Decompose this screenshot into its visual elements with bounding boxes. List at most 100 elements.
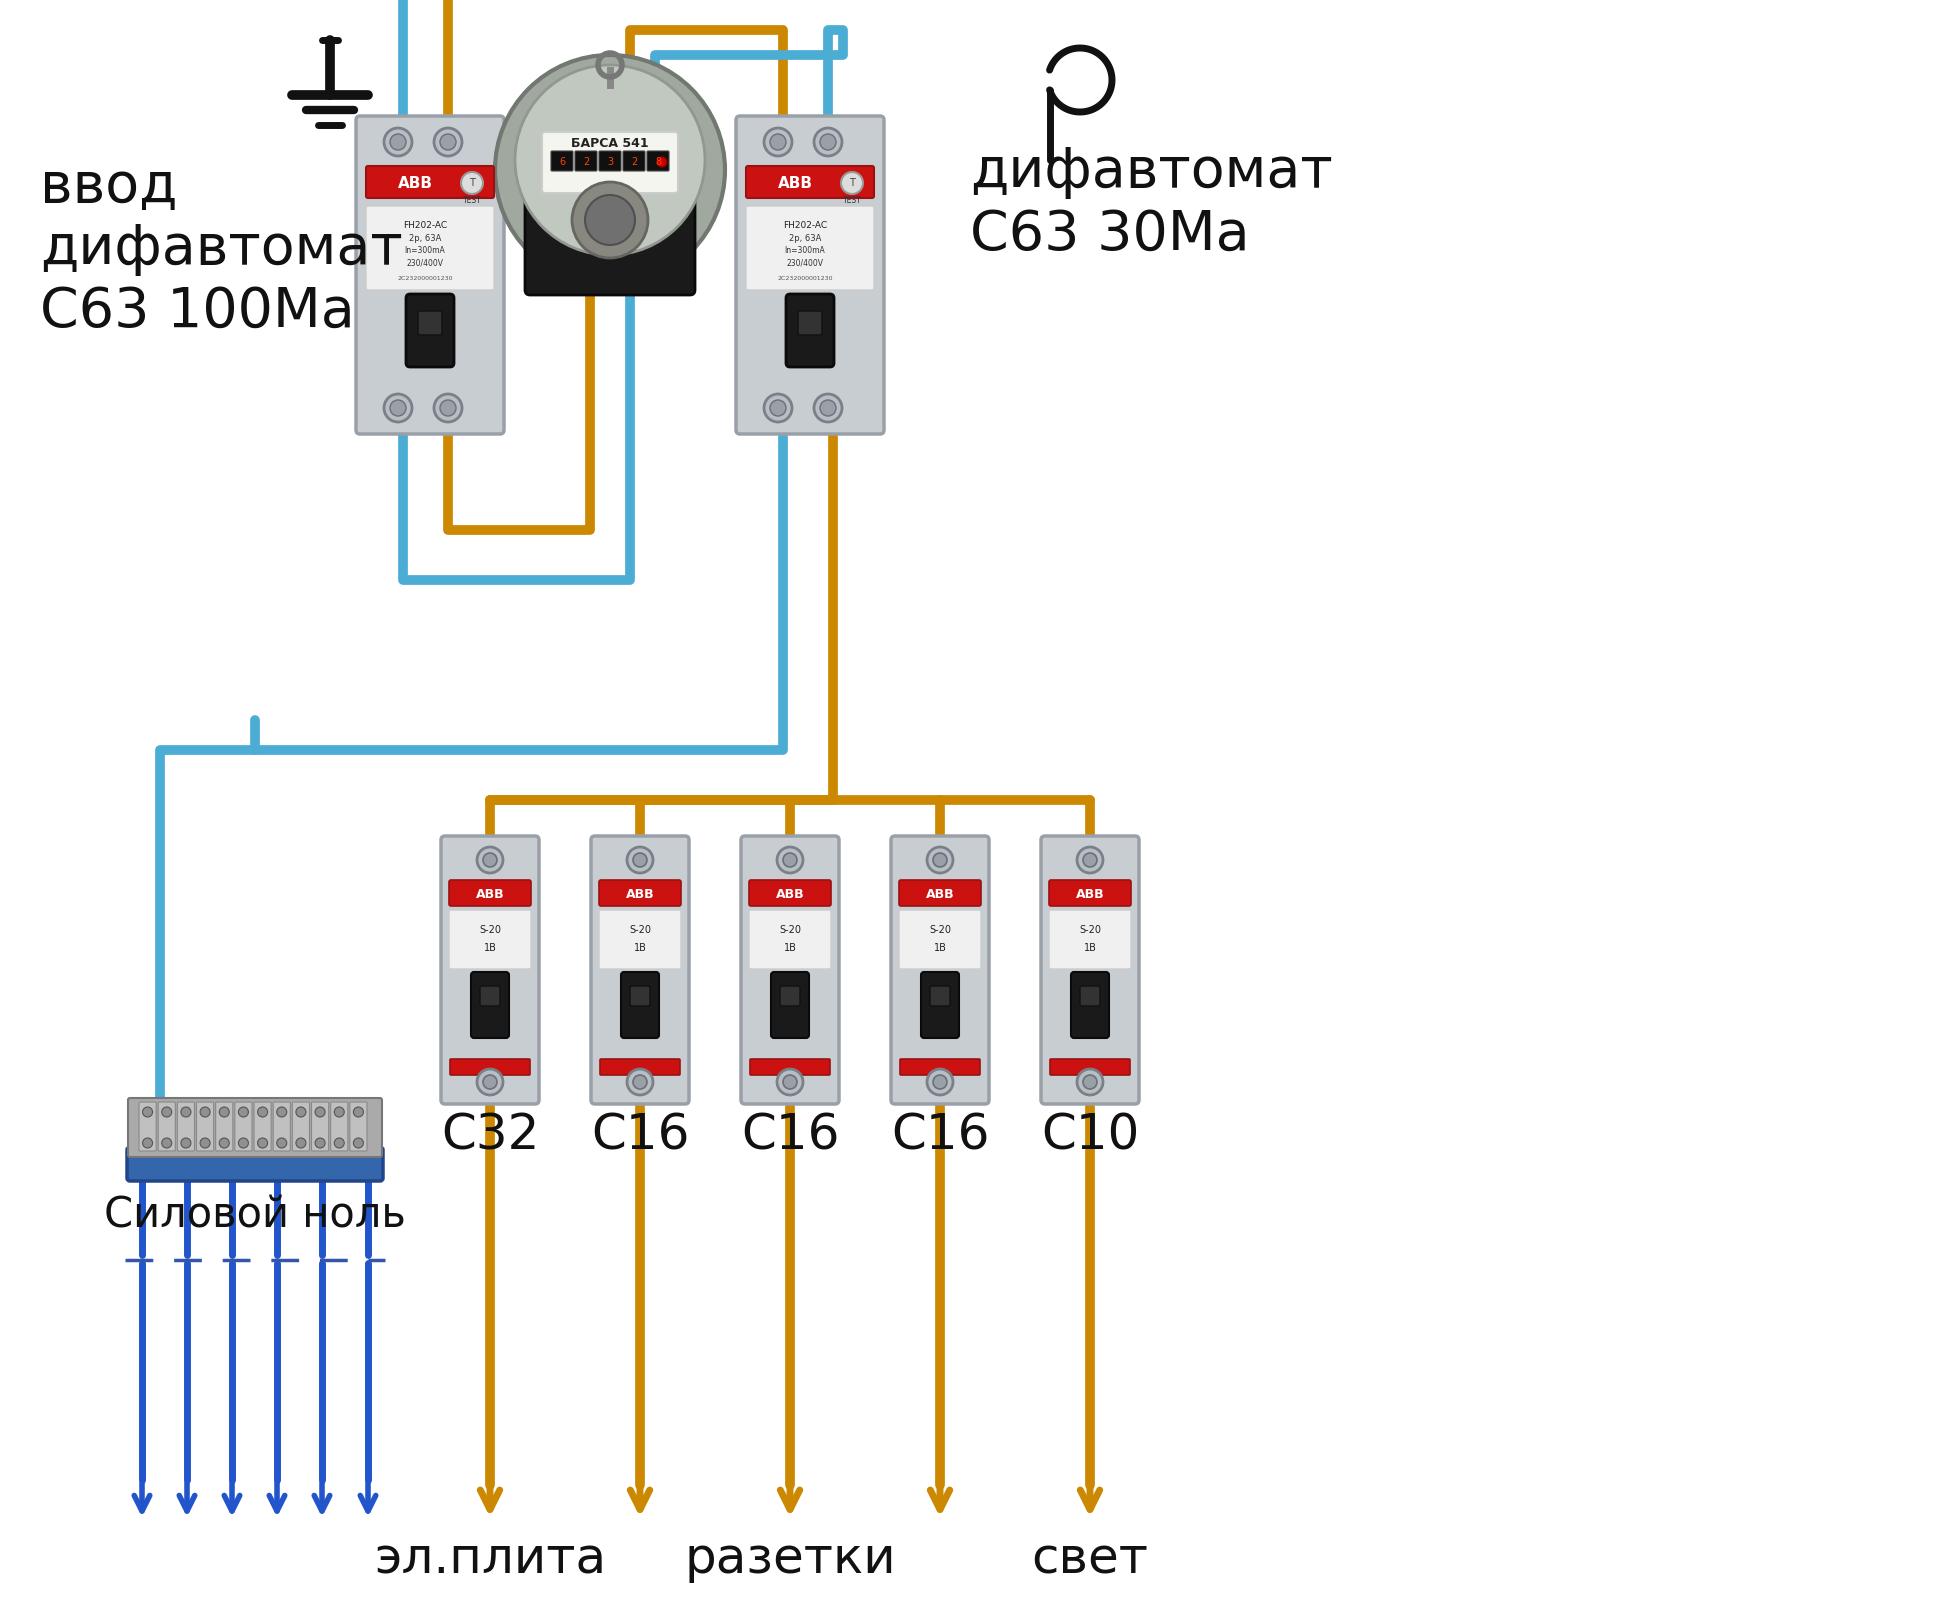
FancyBboxPatch shape bbox=[292, 1103, 310, 1151]
Circle shape bbox=[257, 1138, 268, 1148]
FancyBboxPatch shape bbox=[351, 1103, 366, 1151]
Circle shape bbox=[484, 1075, 498, 1090]
Circle shape bbox=[353, 1107, 364, 1117]
Text: TEST: TEST bbox=[462, 196, 482, 204]
Text: ABB: ABB bbox=[778, 175, 813, 191]
FancyBboxPatch shape bbox=[737, 116, 884, 433]
FancyBboxPatch shape bbox=[525, 125, 695, 295]
Text: 1B: 1B bbox=[484, 944, 496, 953]
Circle shape bbox=[163, 1138, 172, 1148]
Text: In=300mA: In=300mA bbox=[786, 246, 825, 255]
FancyBboxPatch shape bbox=[311, 1103, 329, 1151]
FancyBboxPatch shape bbox=[1050, 1059, 1130, 1075]
Circle shape bbox=[180, 1138, 190, 1148]
FancyBboxPatch shape bbox=[592, 836, 690, 1104]
Text: S-20: S-20 bbox=[480, 924, 502, 936]
Circle shape bbox=[296, 1107, 306, 1117]
Text: С16: С16 bbox=[891, 1112, 989, 1160]
FancyBboxPatch shape bbox=[449, 880, 531, 905]
Circle shape bbox=[656, 157, 666, 167]
Circle shape bbox=[163, 1107, 172, 1117]
FancyBboxPatch shape bbox=[750, 1059, 831, 1075]
Circle shape bbox=[1077, 847, 1103, 873]
FancyBboxPatch shape bbox=[550, 151, 572, 172]
FancyBboxPatch shape bbox=[441, 836, 539, 1104]
FancyBboxPatch shape bbox=[1048, 910, 1130, 969]
FancyBboxPatch shape bbox=[1040, 836, 1138, 1104]
Circle shape bbox=[180, 1107, 190, 1117]
FancyBboxPatch shape bbox=[646, 151, 670, 172]
FancyBboxPatch shape bbox=[366, 205, 494, 291]
Text: S-20: S-20 bbox=[780, 924, 801, 936]
FancyBboxPatch shape bbox=[366, 165, 494, 197]
FancyBboxPatch shape bbox=[417, 311, 443, 335]
Circle shape bbox=[586, 194, 635, 246]
Circle shape bbox=[770, 400, 786, 416]
Text: ABB: ABB bbox=[398, 175, 433, 191]
Text: T: T bbox=[848, 178, 854, 188]
Circle shape bbox=[315, 1107, 325, 1117]
Circle shape bbox=[515, 64, 705, 255]
Circle shape bbox=[384, 128, 411, 156]
Text: 1B: 1B bbox=[784, 944, 797, 953]
FancyBboxPatch shape bbox=[921, 973, 960, 1038]
FancyBboxPatch shape bbox=[780, 985, 799, 1006]
FancyBboxPatch shape bbox=[891, 836, 989, 1104]
Text: ввод
дифавтомат
С63 100Ма: ввод дифавтомат С63 100Ма bbox=[39, 160, 404, 339]
Circle shape bbox=[932, 1075, 946, 1090]
FancyBboxPatch shape bbox=[599, 1059, 680, 1075]
FancyBboxPatch shape bbox=[357, 116, 503, 433]
FancyBboxPatch shape bbox=[621, 973, 658, 1038]
Circle shape bbox=[276, 1138, 286, 1148]
Text: БАРСА 541: БАРСА 541 bbox=[572, 136, 648, 149]
Circle shape bbox=[633, 1075, 646, 1090]
Circle shape bbox=[435, 128, 462, 156]
FancyBboxPatch shape bbox=[599, 880, 682, 905]
FancyBboxPatch shape bbox=[235, 1103, 253, 1151]
FancyBboxPatch shape bbox=[797, 311, 823, 335]
Text: 6: 6 bbox=[631, 157, 637, 167]
Circle shape bbox=[764, 128, 791, 156]
Circle shape bbox=[384, 393, 411, 422]
FancyBboxPatch shape bbox=[899, 880, 981, 905]
FancyBboxPatch shape bbox=[178, 1103, 194, 1151]
Text: 1B: 1B bbox=[1083, 944, 1097, 953]
Circle shape bbox=[627, 1069, 652, 1095]
Circle shape bbox=[441, 400, 456, 416]
Text: 1B: 1B bbox=[633, 944, 646, 953]
FancyBboxPatch shape bbox=[159, 1103, 176, 1151]
FancyBboxPatch shape bbox=[899, 910, 981, 969]
Circle shape bbox=[1083, 1075, 1097, 1090]
Text: S-20: S-20 bbox=[929, 924, 950, 936]
Circle shape bbox=[770, 133, 786, 149]
Text: 2p, 63A: 2p, 63A bbox=[409, 233, 441, 242]
Circle shape bbox=[821, 400, 836, 416]
Circle shape bbox=[633, 852, 646, 867]
Text: S-20: S-20 bbox=[1079, 924, 1101, 936]
Text: 2C232000001230: 2C232000001230 bbox=[778, 276, 833, 281]
Circle shape bbox=[143, 1138, 153, 1148]
FancyBboxPatch shape bbox=[748, 910, 831, 969]
FancyBboxPatch shape bbox=[331, 1103, 349, 1151]
FancyBboxPatch shape bbox=[1079, 985, 1101, 1006]
Text: In=300mA: In=300mA bbox=[406, 246, 445, 255]
Circle shape bbox=[296, 1138, 306, 1148]
Text: 230/400V: 230/400V bbox=[786, 258, 823, 268]
Text: С32: С32 bbox=[441, 1112, 539, 1160]
Circle shape bbox=[335, 1107, 345, 1117]
Circle shape bbox=[778, 847, 803, 873]
Text: FH202-AC: FH202-AC bbox=[784, 220, 827, 230]
Circle shape bbox=[840, 172, 864, 194]
Text: 4: 4 bbox=[558, 157, 564, 167]
Circle shape bbox=[219, 1138, 229, 1148]
FancyBboxPatch shape bbox=[1072, 973, 1109, 1038]
Circle shape bbox=[239, 1138, 249, 1148]
Circle shape bbox=[815, 393, 842, 422]
Circle shape bbox=[1077, 1069, 1103, 1095]
Text: С16: С16 bbox=[592, 1112, 690, 1160]
Circle shape bbox=[476, 847, 503, 873]
Text: 7: 7 bbox=[584, 157, 590, 167]
FancyBboxPatch shape bbox=[599, 151, 621, 172]
Circle shape bbox=[784, 1075, 797, 1090]
Circle shape bbox=[143, 1107, 153, 1117]
